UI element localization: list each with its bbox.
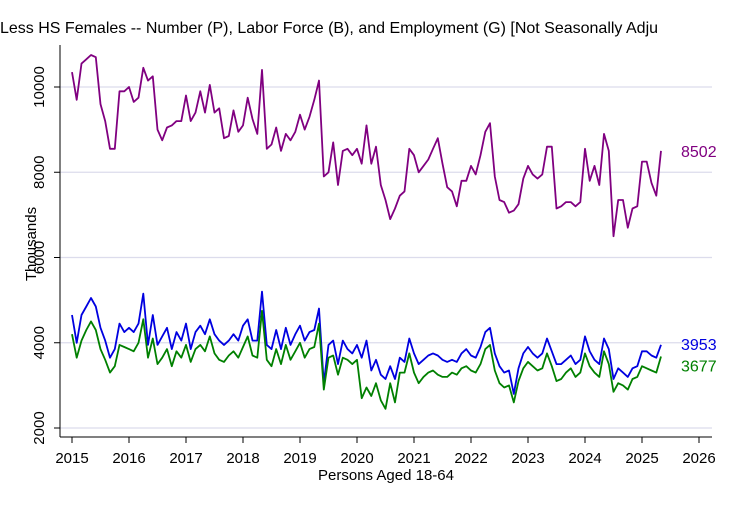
x-tick-label: 2021 xyxy=(397,450,430,467)
y-tick-label: 8000 xyxy=(31,156,48,189)
series-line-B xyxy=(71,290,662,395)
series xyxy=(71,54,662,410)
y-tick-label: 6000 xyxy=(31,241,48,274)
series-line-P xyxy=(71,54,662,238)
y-axis-title: Thousands xyxy=(23,207,40,281)
y-tick-label: 2000 xyxy=(31,411,48,444)
y-tick-label: 4000 xyxy=(31,326,48,359)
x-tick-label: 2017 xyxy=(169,450,202,467)
x-tick-label: 2018 xyxy=(226,450,259,467)
x-tick-label: 2015 xyxy=(55,450,88,467)
end-label-P: 8502 xyxy=(681,144,717,161)
series-line-G xyxy=(71,309,662,410)
x-tick-label: 2019 xyxy=(283,450,316,467)
end-labels: 8502 3953 3677 xyxy=(681,144,717,376)
axes xyxy=(59,45,712,438)
end-label-G: 3677 xyxy=(681,359,717,376)
ticks: 2000 4000 6000 8000 10000 2015 2016 2017 2018 201… xyxy=(31,66,716,467)
y-tick-label: 10000 xyxy=(31,66,48,108)
x-tick-label: 2022 xyxy=(454,450,487,467)
x-axis-title: Persons Aged 18-64 xyxy=(318,467,454,484)
x-tick-label: 2024 xyxy=(568,450,601,467)
x-tick-label: 2023 xyxy=(511,450,544,467)
gridlines xyxy=(60,86,712,429)
x-tick-label: 2026 xyxy=(682,450,715,467)
x-tick-label: 2020 xyxy=(340,450,373,467)
x-tick-label: 2016 xyxy=(112,450,145,467)
chart-title: Less HS Females -- Number (P), Labor For… xyxy=(0,20,659,37)
x-tick-label: 2025 xyxy=(625,450,658,467)
end-label-B: 3953 xyxy=(681,337,717,354)
